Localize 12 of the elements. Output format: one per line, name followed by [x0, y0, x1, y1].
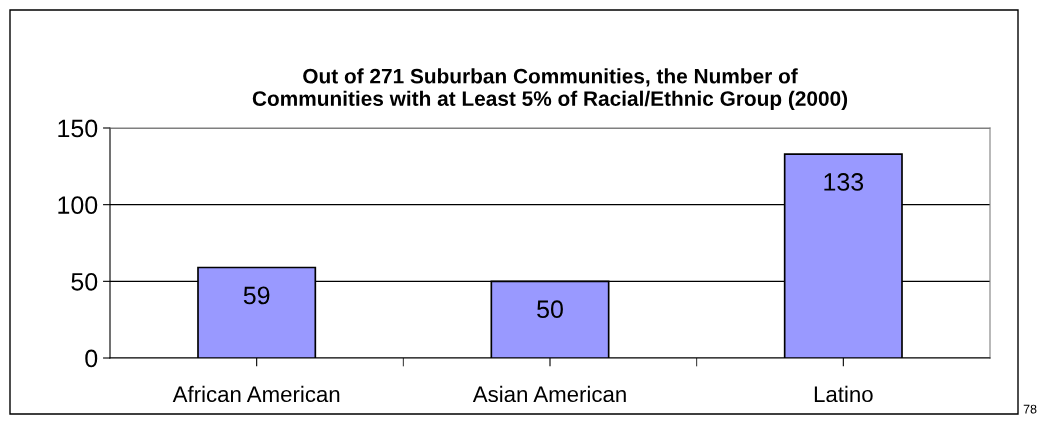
- x-tick-label: Latino: [814, 385, 873, 403]
- data-label: 59: [243, 286, 270, 305]
- data-label: 133: [824, 173, 864, 191]
- y-tick-label: 0: [85, 349, 98, 368]
- x-tick-label: Asian American: [472, 385, 626, 403]
- text: 78: [1023, 404, 1037, 414]
- data-label: 50: [537, 300, 563, 319]
- chart-title: Out of 271 Suburban Communities, the Number of Communities with at Least 5% of Racial/Ethnic Group (2000): [252, 68, 848, 111]
- y-tick-label: 50: [71, 272, 98, 291]
- y-tick-label: 100: [58, 196, 98, 214]
- x-tick-label: African American: [172, 385, 340, 403]
- y-tick-label: 150: [58, 119, 98, 138]
